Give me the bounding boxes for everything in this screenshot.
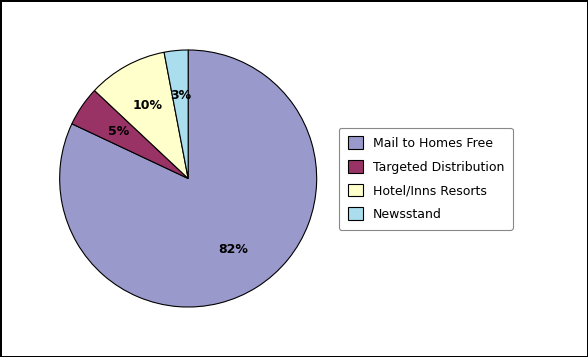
Text: 5%: 5% (108, 125, 130, 138)
Wedge shape (164, 50, 188, 178)
Text: 3%: 3% (170, 89, 191, 102)
Wedge shape (72, 91, 188, 178)
Wedge shape (59, 50, 317, 307)
Text: 82%: 82% (218, 242, 248, 256)
Wedge shape (95, 52, 188, 178)
Text: 10%: 10% (133, 99, 163, 112)
Legend: Mail to Homes Free, Targeted Distribution, Hotel/Inns Resorts, Newsstand: Mail to Homes Free, Targeted Distributio… (339, 127, 513, 230)
